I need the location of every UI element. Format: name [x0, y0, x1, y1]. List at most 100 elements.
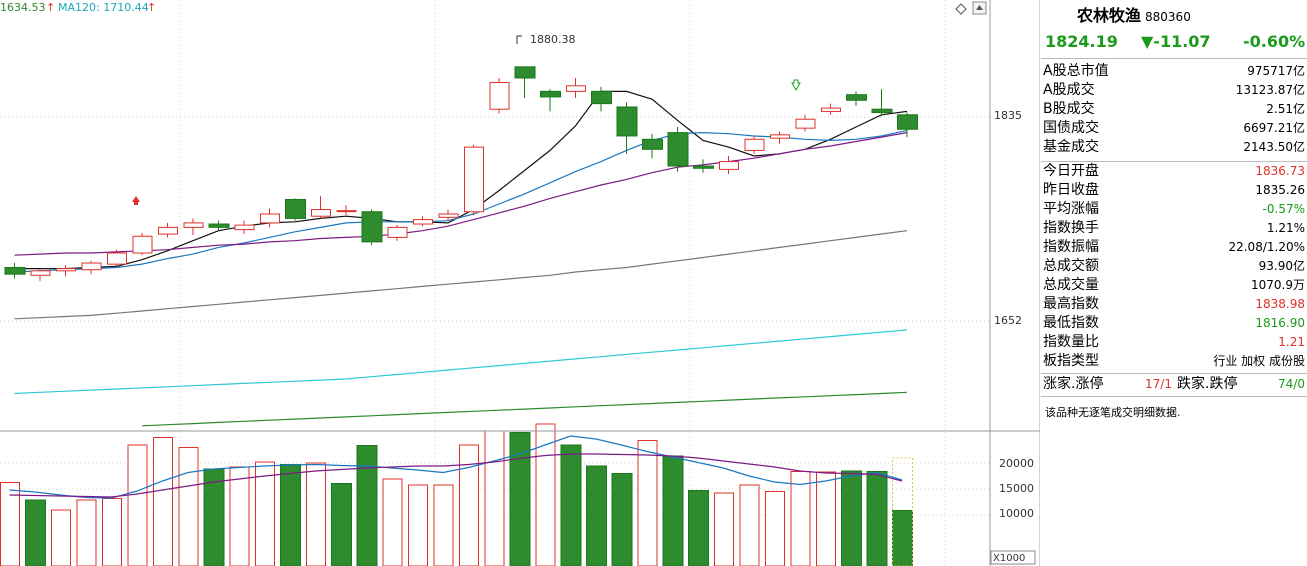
price-change-pct: -0.60% — [1243, 32, 1306, 51]
quote-row: 最低指数 1816.90 — [1041, 314, 1307, 333]
high-flag-icon — [516, 35, 522, 44]
price-tick-1652: 1652 — [994, 314, 1022, 327]
volume-bar — [739, 484, 760, 566]
quote-row-value: 1836.73 — [1255, 164, 1305, 178]
volume-bar — [866, 471, 888, 566]
quote-row-value: 13123.87亿 — [1235, 83, 1305, 97]
quote-row-label: 今日开盘 — [1043, 163, 1099, 179]
quote-row-label: A股总市值 — [1043, 63, 1109, 79]
quote-row-value: 行业 加权 成份股 — [1213, 354, 1305, 368]
quote-row-label: B股成交 — [1043, 101, 1095, 117]
candle-body — [566, 85, 586, 92]
quote-row-value: 1.21% — [1266, 221, 1305, 235]
volume-bar — [459, 444, 479, 566]
ma-lines — [14, 90, 908, 427]
quote-row: 板指类型 行业 加权 成份股 — [1041, 352, 1307, 371]
price-tick-1835: 1835 — [994, 109, 1022, 122]
candle-body — [438, 213, 459, 218]
volume-bar — [433, 484, 454, 566]
volume-bar — [484, 430, 505, 566]
candle-body — [464, 146, 484, 213]
candle-body — [234, 224, 255, 231]
quote-row-value: 1070.9万 — [1251, 278, 1305, 292]
quote-row: A股成交 13123.87亿 — [1041, 81, 1307, 100]
quote-row-label: 昨日收盘 — [1043, 182, 1099, 198]
candle-body — [30, 270, 51, 276]
candle-body — [183, 222, 204, 228]
volume-bar — [535, 423, 556, 566]
quote-row: 今日开盘 1836.73 — [1041, 162, 1307, 181]
ma-line — [14, 132, 908, 256]
ma60-up-icon: ↑ — [46, 1, 55, 14]
tick-data-message: 该品种无逐笔成交明细数据. — [1045, 406, 1181, 419]
separator — [1041, 58, 1307, 59]
index-title: 农林牧渔 880360 — [1077, 2, 1191, 26]
volume-bar-highlight — [892, 457, 913, 566]
quote-row-value: -0.57% — [1262, 202, 1305, 216]
volume-bar — [688, 490, 709, 566]
volume-bar — [586, 465, 607, 566]
candle-body — [744, 138, 765, 151]
candle-body — [667, 132, 689, 167]
volume-bar — [662, 455, 684, 566]
volume-bar — [560, 444, 582, 566]
quote-row-label: 最低指数 — [1043, 315, 1099, 331]
volume-bar — [892, 510, 913, 566]
ma-line — [14, 90, 908, 270]
quote-row: 总成交额 93.90亿 — [1041, 257, 1307, 276]
candle-body — [260, 213, 280, 224]
separator — [1041, 373, 1307, 374]
volume-bar — [841, 470, 862, 566]
candle-body — [208, 223, 230, 228]
candle-body — [821, 107, 841, 112]
quote-panel: 农林牧渔 880360 1824.19 ▼-11.07 -0.60% A股总市值 9… — [1041, 0, 1307, 566]
candle-body — [56, 268, 76, 272]
quote-row: A股总市值 975717亿 — [1041, 62, 1307, 81]
volume-bar — [611, 473, 633, 566]
volume-ma-line — [9, 453, 903, 498]
candle-body — [413, 219, 433, 225]
quote-row-value: 1.21 — [1278, 335, 1305, 349]
index-name: 农林牧渔 — [1077, 6, 1142, 25]
candle-body — [616, 106, 638, 137]
volume-bar — [51, 509, 71, 566]
fall-label: 跌家.跌停 — [1177, 376, 1238, 392]
collapse-icon — [976, 5, 983, 10]
ma120-up-icon: ↑ — [147, 1, 156, 14]
quote-row: 基金成交 2143.50亿 — [1041, 138, 1307, 157]
quote-row-value: 93.90亿 — [1258, 259, 1305, 273]
volume-bars — [0, 423, 913, 566]
ma-line — [14, 129, 908, 273]
volume-bar — [178, 447, 199, 566]
quote-row-value: 6697.21亿 — [1243, 121, 1305, 135]
candle-body — [387, 226, 408, 238]
volume-bar — [306, 462, 326, 566]
volume-tick-15000: 15000 — [999, 482, 1034, 495]
quote-row-label: 平均涨幅 — [1043, 201, 1099, 217]
rise-fall-row: 涨家.涨停 17/1 跌家.跌停 74/0 — [1041, 375, 1307, 394]
volume-bar — [765, 491, 785, 566]
quote-row-label: 指数振幅 — [1043, 239, 1099, 255]
candle-body — [361, 211, 383, 243]
volume-ma-line — [9, 435, 903, 499]
quote-row-label: 指数换手 — [1043, 220, 1099, 236]
candle-body — [693, 165, 714, 169]
diamond-icon[interactable] — [955, 3, 967, 15]
quote-row: 总成交量 1070.9万 — [1041, 276, 1307, 295]
candle-body — [591, 90, 612, 105]
candle-body — [4, 266, 26, 275]
volume-bar — [408, 484, 428, 566]
buy-arrow-icon — [132, 196, 140, 205]
candle-body — [336, 210, 357, 213]
candle-body — [311, 209, 331, 217]
volume-unit-box — [990, 550, 1036, 565]
volume-tick-20000: 20000 — [999, 457, 1034, 470]
volume-bar — [637, 440, 658, 566]
ma-line — [141, 391, 908, 427]
last-price: 1824.19 — [1045, 32, 1118, 51]
kline-chart-area[interactable]: 1835 1652 20000 15000 10000 X1000 1880.3… — [0, 0, 1040, 566]
quote-row-label: A股成交 — [1043, 82, 1095, 98]
kline-chart[interactable]: 1835 1652 20000 15000 10000 X1000 1880.3… — [0, 0, 1040, 566]
volume-bar — [229, 466, 250, 566]
candle-body — [719, 161, 739, 170]
